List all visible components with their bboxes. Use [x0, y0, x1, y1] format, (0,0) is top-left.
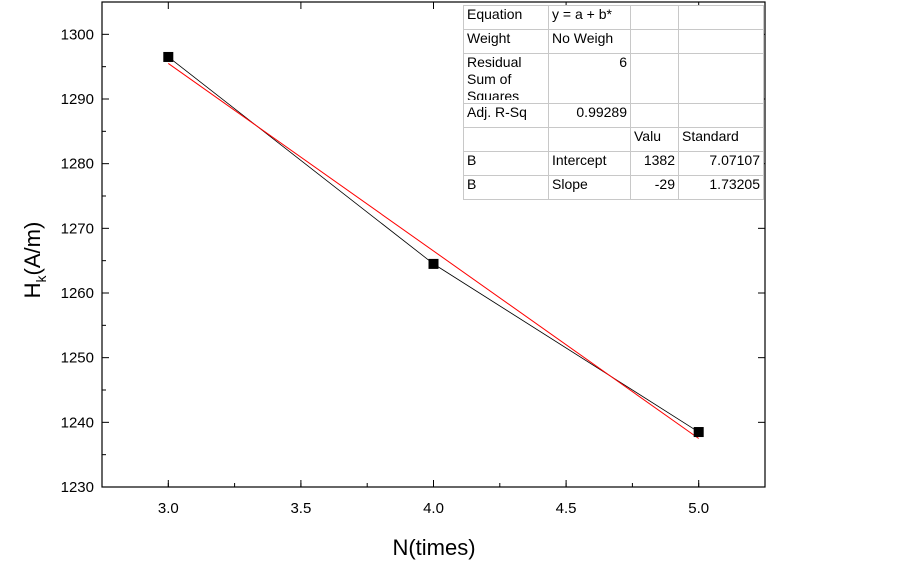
y-axis-title-main: H	[20, 282, 45, 298]
y-axis-title-unit: (A/m)	[20, 222, 45, 276]
y-tick-label: 1300	[61, 26, 94, 43]
table-cell	[463, 127, 549, 152]
table-row: Equation y = a + b*	[463, 5, 764, 30]
table-cell: B	[463, 175, 549, 200]
table-cell: 0.99289	[548, 103, 631, 128]
table-row: Adj. R-Sq 0.99289	[463, 103, 764, 128]
table-row: Weight No Weigh	[463, 29, 764, 54]
fit-line	[168, 63, 699, 439]
table-row: Valu Standard	[463, 127, 764, 152]
table-cell: Residual Sum of Squares	[463, 53, 549, 104]
y-axis-title: Hk(A/m)	[20, 222, 49, 299]
table-cell: 1382	[630, 151, 679, 176]
x-tick-label: 4.5	[556, 500, 577, 517]
table-cell: Equation	[463, 5, 549, 30]
table-row: B Slope -29 1.73205	[463, 175, 764, 200]
table-cell: B	[463, 151, 549, 176]
table-cell: Adj. R-Sq	[463, 103, 549, 128]
table-cell	[630, 53, 679, 104]
fit-results-table: Equation y = a + b* Weight No Weigh Resi…	[463, 5, 764, 200]
table-cell: No Weigh	[548, 29, 631, 54]
table-cell: -29	[630, 175, 679, 200]
x-tick-label: 3.0	[158, 500, 179, 517]
table-cell	[630, 5, 679, 30]
table-cell	[678, 29, 764, 54]
data-point	[693, 427, 704, 438]
series-markers	[163, 51, 704, 438]
table-cell	[678, 103, 764, 128]
table-cell	[678, 5, 764, 30]
table-cell: Valu	[630, 127, 679, 152]
residual-label: Residual Sum of Squares	[467, 54, 522, 101]
table-row: Residual Sum of Squares 6	[463, 53, 764, 104]
x-axis-title: N(times)	[392, 535, 475, 560]
y-tick-label: 1250	[61, 350, 94, 367]
y-tick-label: 1260	[61, 285, 94, 302]
y-tick-label: 1270	[61, 220, 94, 237]
table-cell: Weight	[463, 29, 549, 54]
table-cell: 7.07107	[678, 151, 764, 176]
table-cell: y = a + b*	[548, 5, 631, 30]
table-cell: Intercept	[548, 151, 631, 176]
y-tick-label: 1280	[61, 156, 94, 173]
table-cell	[630, 103, 679, 128]
x-axis: 3.0 3.5 4.0 4.5 5.0	[101, 2, 766, 517]
data-point	[428, 258, 439, 269]
y-axis-title-sub: k	[33, 274, 49, 282]
y-tick-label: 1230	[61, 479, 94, 496]
table-cell	[630, 29, 679, 54]
table-cell	[678, 53, 764, 104]
table-cell: 6	[548, 53, 631, 104]
table-cell: 1.73205	[678, 175, 764, 200]
y-axis: 1230 1240 1250 1260 1270 1280 1290 1300	[61, 26, 765, 496]
table-cell: Slope	[548, 175, 631, 200]
table-cell	[548, 127, 631, 152]
table-row: B Intercept 1382 7.07107	[463, 151, 764, 176]
x-tick-label: 4.0	[423, 500, 444, 517]
y-tick-label: 1240	[61, 414, 94, 431]
x-tick-label: 3.5	[290, 500, 311, 517]
y-tick-label: 1290	[61, 91, 94, 108]
data-point	[163, 51, 174, 62]
table-cell: Standard	[678, 127, 764, 152]
x-tick-label: 5.0	[688, 500, 709, 517]
